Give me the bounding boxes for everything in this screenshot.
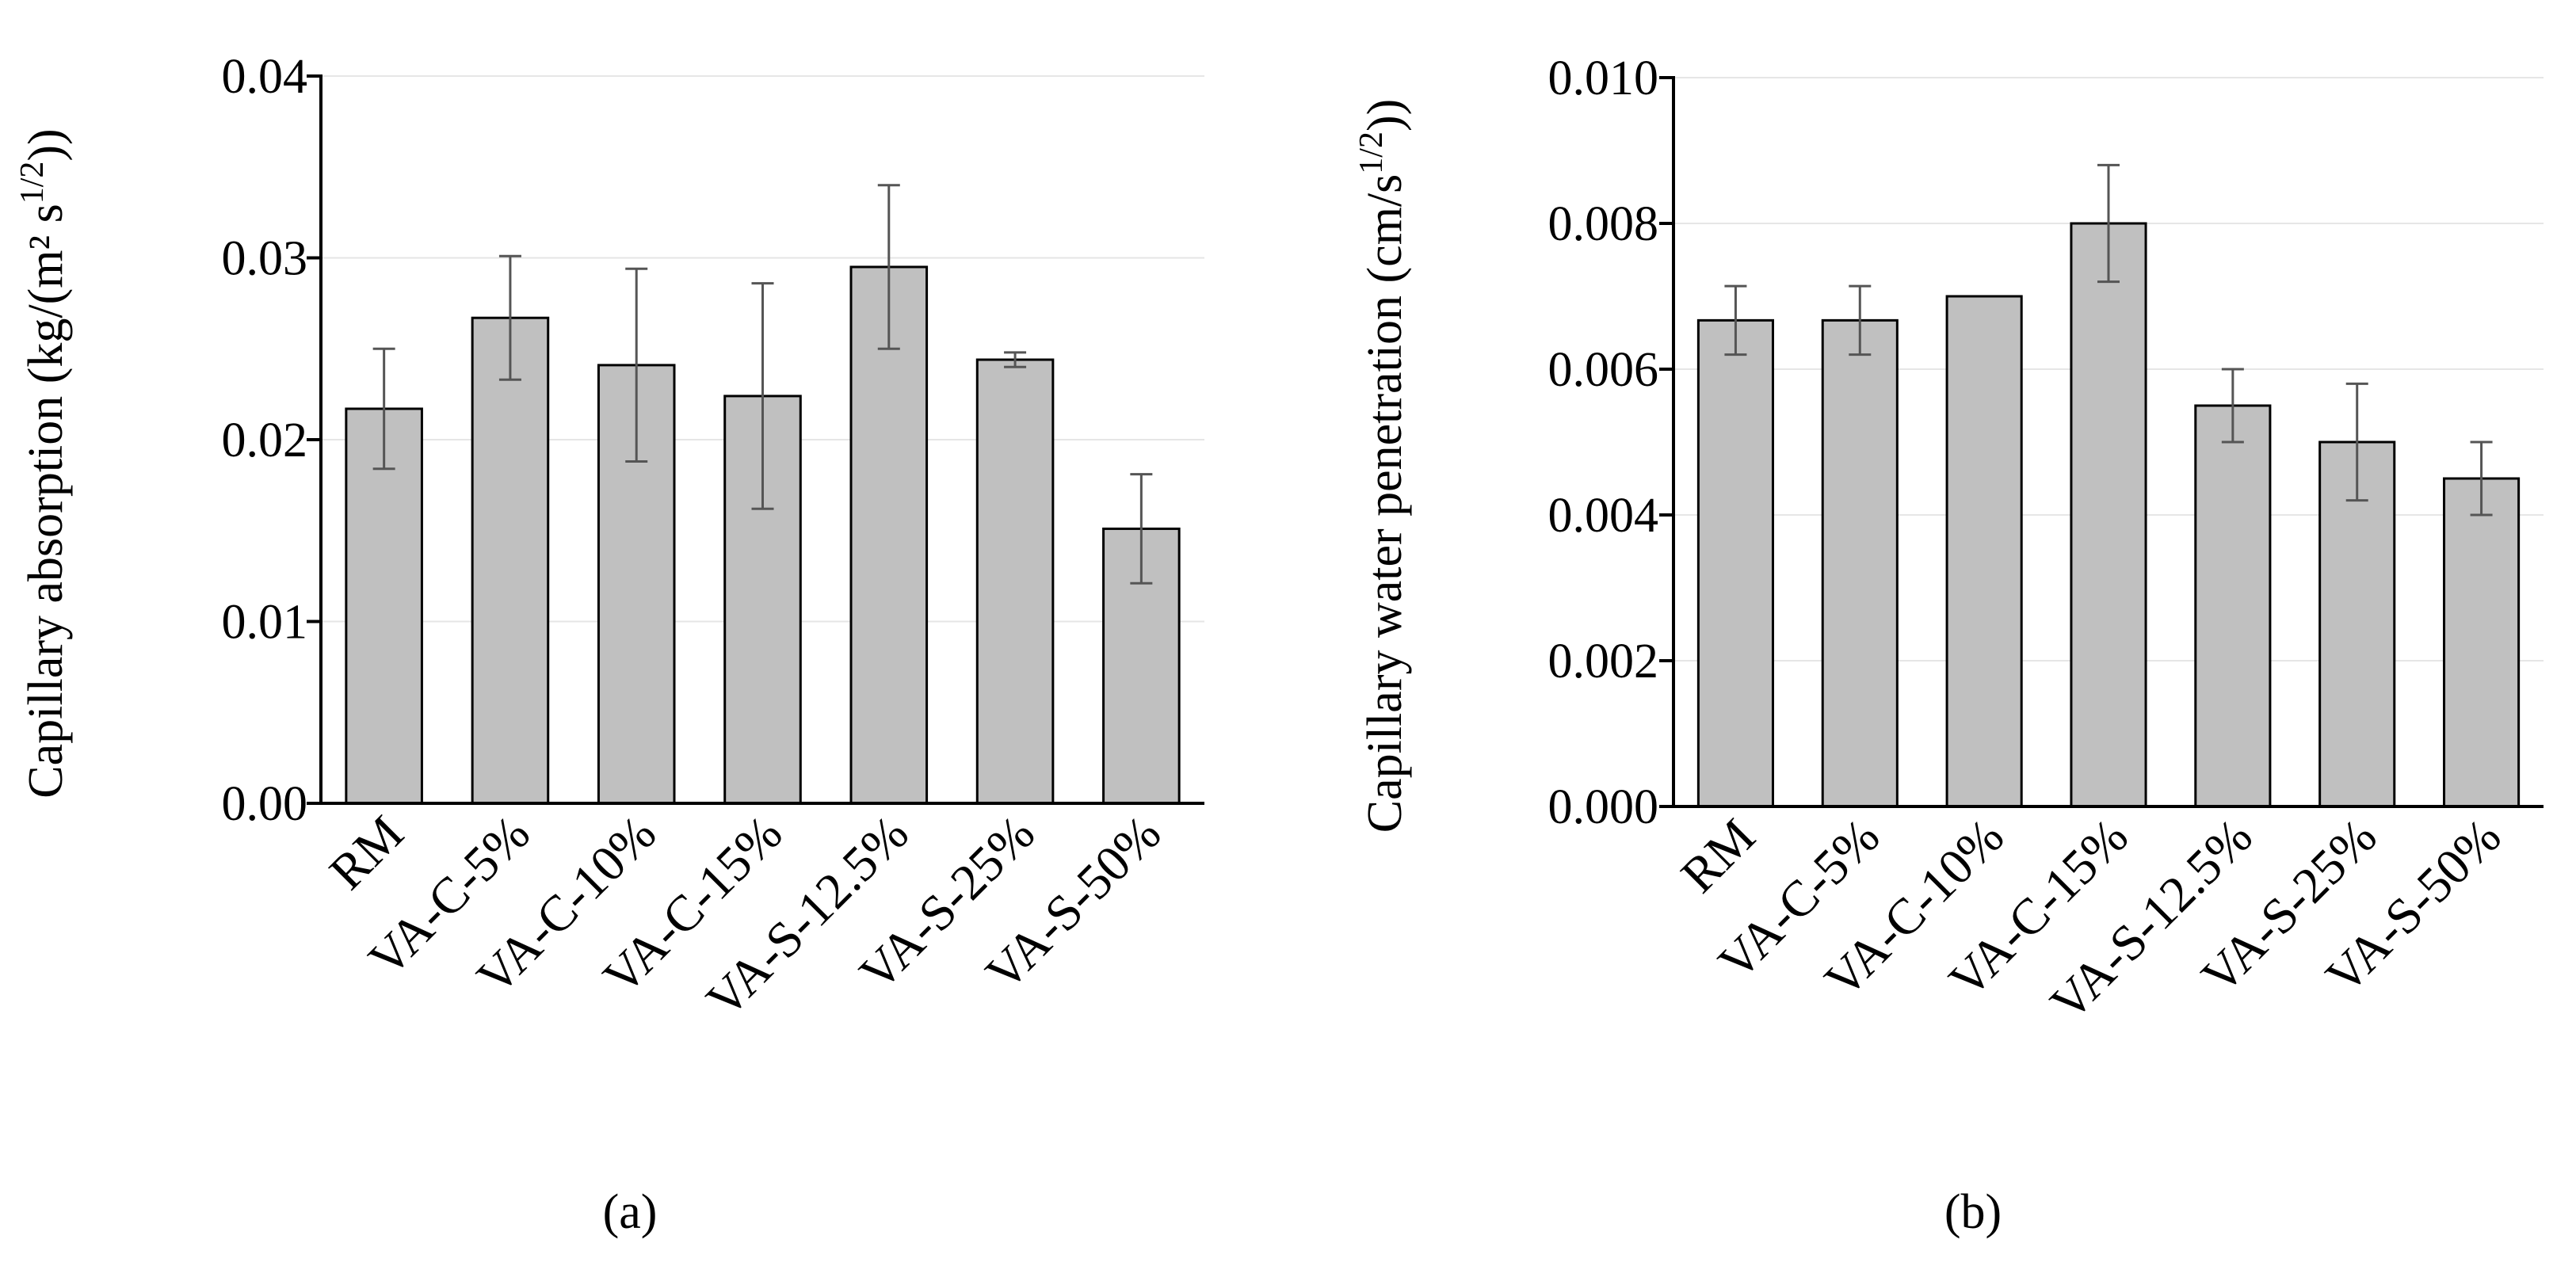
y-tick-label: 0.004 — [1548, 489, 1659, 543]
bar — [2443, 477, 2521, 808]
bar — [1696, 318, 1774, 808]
y-tick-label: 0.02 — [222, 414, 308, 467]
y-tick-label: 0.010 — [1548, 51, 1659, 105]
y-axis-title-end: )) — [19, 128, 73, 161]
bar — [345, 407, 423, 805]
bar — [1821, 318, 1899, 808]
bar — [2194, 404, 2272, 808]
y-axis-title-superscript: 1/2 — [1353, 132, 1390, 174]
category-label: RM — [1670, 808, 1766, 904]
y-tick-label: 0.000 — [1548, 780, 1659, 834]
y-axis-title: Capillary absorption (kg/(m² s1/2)) — [14, 128, 73, 798]
y-axis-title-main: Capillary absorption (kg/(m² s — [19, 204, 73, 798]
y-tick-label: 0.006 — [1548, 343, 1659, 397]
chart-a: 0.000.010.020.030.04RMVA-C-5%VA-C-10%VA-… — [14, 50, 1204, 1239]
y-tick-label: 0.008 — [1548, 197, 1659, 251]
y-tick-label: 0.04 — [222, 50, 308, 104]
y-tick-label: 0.01 — [222, 596, 308, 650]
bar — [2070, 222, 2147, 808]
y-axis-title-superscript: 1/2 — [14, 162, 51, 204]
panel-caption: (a) — [603, 1185, 658, 1239]
y-axis-title-main: Capillary water penetration (cm/s — [1358, 174, 1412, 833]
category-label: RM — [319, 805, 414, 901]
bar — [1945, 295, 2023, 808]
y-axis-title-end: )) — [1358, 99, 1412, 132]
y-tick-label: 0.002 — [1548, 635, 1659, 688]
panel-caption: (b) — [1944, 1185, 2002, 1239]
y-tick-label: 0.00 — [222, 777, 308, 831]
bar — [975, 358, 1055, 805]
chart-b: 0.0000.0020.0040.0060.0080.010RMVA-C-5%V… — [1353, 51, 2544, 1239]
y-axis-title: Capillary water penetration (cm/s1/2)) — [1353, 99, 1412, 833]
y-tick-label: 0.03 — [222, 232, 308, 286]
bar — [471, 316, 550, 805]
